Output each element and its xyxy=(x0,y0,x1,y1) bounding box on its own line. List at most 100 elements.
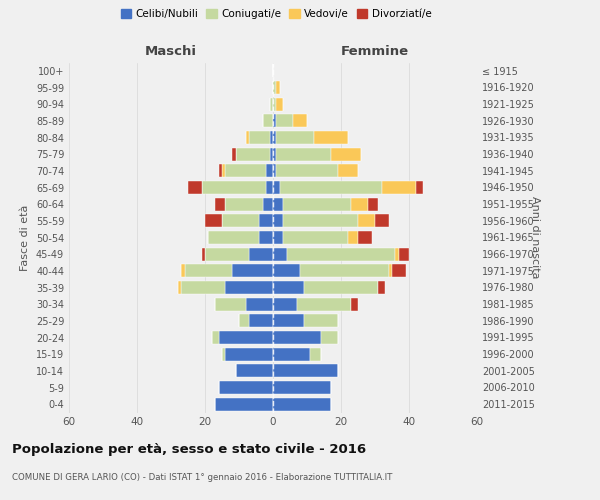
Bar xyxy=(283,198,351,210)
Bar xyxy=(263,114,273,128)
Bar xyxy=(239,314,249,328)
Bar xyxy=(185,264,232,278)
Bar xyxy=(273,281,304,294)
Bar xyxy=(205,214,222,228)
Bar xyxy=(236,364,273,378)
Bar xyxy=(375,214,389,228)
Bar xyxy=(273,298,297,310)
Bar xyxy=(273,248,287,260)
Bar xyxy=(246,298,273,310)
Bar xyxy=(249,248,273,260)
Bar xyxy=(178,281,181,294)
Bar xyxy=(351,298,358,310)
Bar xyxy=(392,264,406,278)
Bar xyxy=(266,181,273,194)
Bar xyxy=(277,148,331,160)
Bar xyxy=(181,281,226,294)
Bar xyxy=(259,231,273,244)
Bar xyxy=(273,398,331,410)
Bar xyxy=(215,398,273,410)
Bar xyxy=(287,248,395,260)
Bar xyxy=(273,164,277,177)
Bar xyxy=(273,98,277,110)
Bar xyxy=(273,348,310,360)
Bar xyxy=(399,248,409,260)
Bar xyxy=(277,114,293,128)
Bar xyxy=(283,214,358,228)
Bar xyxy=(249,131,269,144)
Bar xyxy=(273,131,277,144)
Bar xyxy=(314,131,348,144)
Bar xyxy=(331,148,361,160)
Bar xyxy=(304,314,338,328)
Bar xyxy=(249,314,273,328)
Bar xyxy=(273,181,280,194)
Bar xyxy=(181,264,185,278)
Bar xyxy=(273,114,277,128)
Bar xyxy=(297,298,351,310)
Legend: Celibi/Nubili, Coniugati/e, Vedovi/e, Divorziatí/e: Celibi/Nubili, Coniugati/e, Vedovi/e, Di… xyxy=(116,5,436,24)
Bar xyxy=(215,198,226,210)
Text: Maschi: Maschi xyxy=(145,44,197,58)
Bar xyxy=(232,148,236,160)
Text: Popolazione per età, sesso e stato civile - 2016: Popolazione per età, sesso e stato civil… xyxy=(12,442,366,456)
Bar xyxy=(202,181,266,194)
Bar xyxy=(232,264,273,278)
Bar xyxy=(273,81,277,94)
Bar xyxy=(310,348,320,360)
Bar xyxy=(269,98,273,110)
Bar xyxy=(351,198,368,210)
Bar xyxy=(300,264,389,278)
Bar xyxy=(259,214,273,228)
Bar xyxy=(212,331,218,344)
Bar xyxy=(273,198,283,210)
Bar xyxy=(348,231,358,244)
Bar xyxy=(277,164,338,177)
Bar xyxy=(379,281,385,294)
Bar xyxy=(226,281,273,294)
Bar xyxy=(269,148,273,160)
Bar xyxy=(416,181,422,194)
Bar xyxy=(273,314,304,328)
Bar xyxy=(273,331,320,344)
Bar xyxy=(218,381,273,394)
Bar xyxy=(273,364,338,378)
Bar xyxy=(395,248,399,260)
Bar xyxy=(273,231,283,244)
Bar xyxy=(188,181,202,194)
Bar xyxy=(358,214,375,228)
Bar xyxy=(226,164,266,177)
Bar xyxy=(338,164,358,177)
Bar xyxy=(283,231,348,244)
Y-axis label: Anni di nascita: Anni di nascita xyxy=(530,196,540,278)
Bar xyxy=(320,331,338,344)
Bar xyxy=(277,98,283,110)
Bar xyxy=(236,148,269,160)
Bar xyxy=(273,214,283,228)
Bar xyxy=(358,231,371,244)
Bar xyxy=(269,131,273,144)
Bar xyxy=(273,381,331,394)
Bar xyxy=(368,198,379,210)
Bar xyxy=(205,248,249,260)
Bar xyxy=(208,231,259,244)
Bar xyxy=(218,331,273,344)
Bar xyxy=(280,181,382,194)
Text: Femmine: Femmine xyxy=(341,44,409,58)
Bar xyxy=(222,348,226,360)
Bar xyxy=(218,164,222,177)
Bar xyxy=(222,164,226,177)
Bar xyxy=(273,148,277,160)
Text: COMUNE DI GERA LARIO (CO) - Dati ISTAT 1° gennaio 2016 - Elaborazione TUTTITALIA: COMUNE DI GERA LARIO (CO) - Dati ISTAT 1… xyxy=(12,472,392,482)
Bar xyxy=(273,264,300,278)
Bar xyxy=(266,164,273,177)
Y-axis label: Fasce di età: Fasce di età xyxy=(20,204,30,270)
Bar xyxy=(215,298,246,310)
Bar xyxy=(293,114,307,128)
Bar xyxy=(226,198,263,210)
Bar xyxy=(222,214,259,228)
Bar xyxy=(389,264,392,278)
Bar xyxy=(263,198,273,210)
Bar xyxy=(202,248,205,260)
Bar xyxy=(382,181,416,194)
